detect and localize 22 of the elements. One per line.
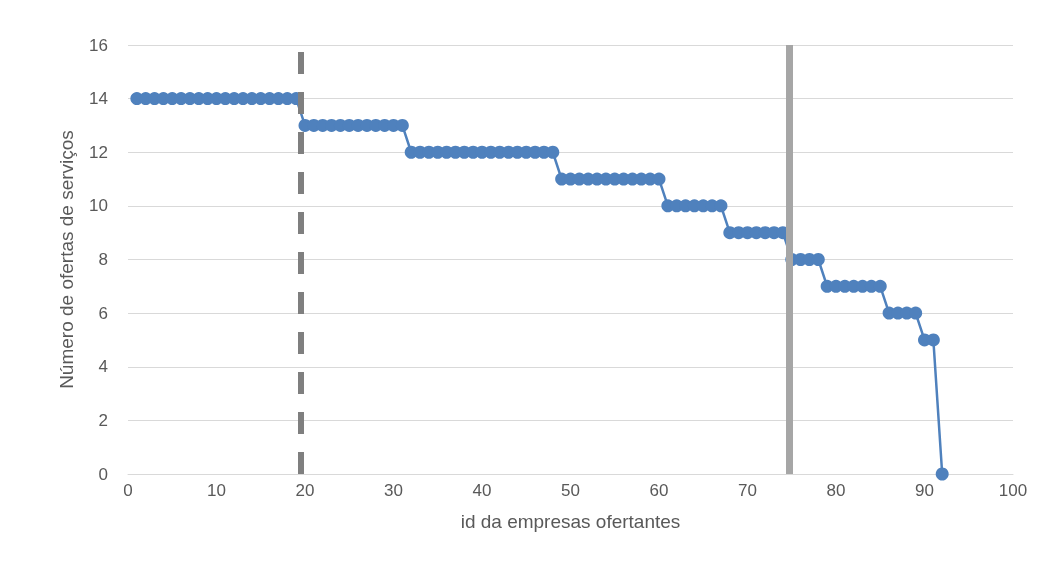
x-tick-label: 60 (649, 481, 669, 500)
y-tick-label: 6 (98, 303, 108, 323)
y-tick-label: 14 (89, 89, 108, 109)
x-tick-label: 20 (295, 481, 315, 500)
x-tick-label: 100 (998, 481, 1028, 500)
y-tick-label: 10 (89, 196, 108, 216)
x-tick-label: 50 (561, 481, 580, 500)
y-tick-label: 8 (98, 250, 108, 269)
y-tick-label: 16 (89, 35, 108, 55)
x-tick-label: 80 (826, 481, 846, 500)
x-tick-label: 10 (207, 481, 226, 500)
y-tick-label: 4 (98, 357, 108, 377)
x-tick-label: 0 (123, 481, 133, 500)
y-tick-label: 0 (98, 464, 108, 484)
y-axis-title: Número de ofertas de serviços (56, 130, 77, 389)
y-tick-label: 12 (89, 142, 108, 162)
y-tick-label: 2 (98, 410, 108, 430)
x-tick-label: 40 (472, 481, 492, 500)
x-tick-label: 70 (738, 481, 757, 500)
x-tick-label: 30 (384, 481, 403, 500)
x-tick-label: 90 (915, 481, 934, 500)
x-axis-title: id da empresas ofertantes (460, 511, 681, 532)
